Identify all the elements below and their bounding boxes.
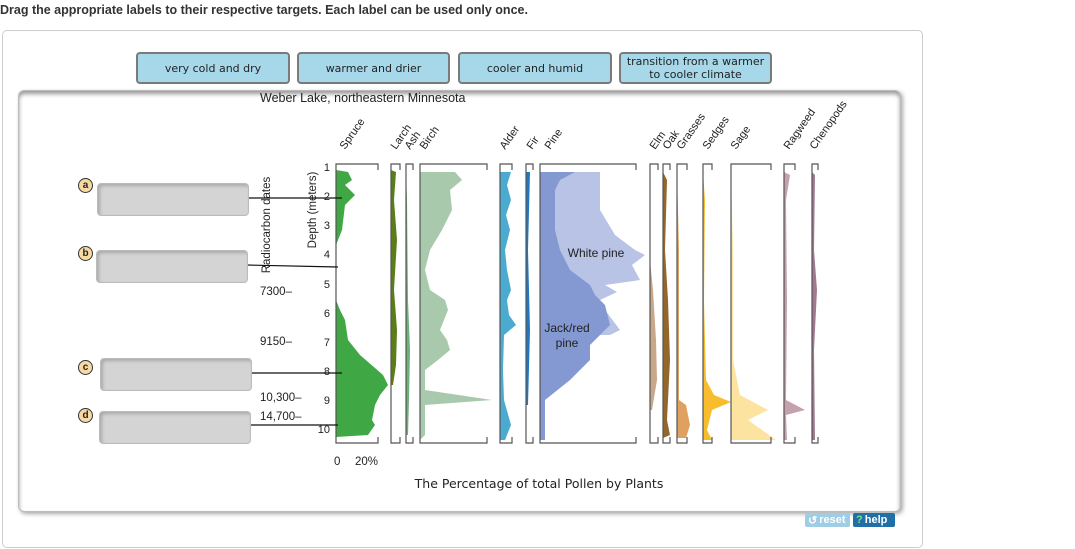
spruce-curve — [336, 170, 388, 437]
depth-tick-3: 3 — [324, 220, 330, 232]
question-panel — [2, 30, 923, 548]
date-10300: 10,300– — [260, 392, 302, 404]
taxon-alder: Alder — [498, 124, 523, 152]
help-label: help — [864, 514, 888, 526]
depth-axis-label: Depth (meters) — [307, 171, 319, 248]
label-cooler-humid[interactable]: cooler and humid — [458, 52, 612, 84]
elm-curve — [650, 260, 657, 410]
fir-curve — [526, 172, 530, 405]
drop-target-a[interactable] — [97, 183, 249, 216]
date-9150: 9150– — [260, 336, 293, 348]
help-button[interactable]: ? help — [853, 513, 895, 527]
depth-tick-4: 4 — [324, 249, 330, 261]
label-warmer-drier[interactable]: warmer and drier — [297, 52, 450, 84]
depth-tick-7: 7 — [324, 337, 330, 349]
reset-label: reset — [819, 514, 846, 526]
reset-icon: ↺ — [808, 514, 818, 527]
leader-lines — [245, 197, 342, 426]
taxon-birch: Birch — [418, 124, 442, 151]
larch-curve — [391, 170, 397, 385]
scale-zero: 0 — [334, 456, 340, 468]
figure-title: Weber Lake, northeastern Minnesota — [260, 91, 465, 105]
taxon-fir: Fir — [525, 134, 542, 152]
target-marker-d: d — [78, 408, 93, 423]
figure-caption: The Percentage of total Pollen by Plants — [414, 476, 664, 491]
oak-curve — [663, 172, 670, 438]
taxon-spruce: Spruce — [338, 116, 368, 151]
drop-target-d[interactable] — [99, 411, 251, 444]
sedges-curve — [703, 172, 731, 440]
radiocarbon-axis-label: Radiocarbon dates — [261, 176, 273, 273]
depth-tick-9: 9 — [324, 395, 330, 407]
label-transition[interactable]: transition from a warmer to cooler clima… — [619, 52, 772, 84]
target-marker-a: a — [78, 178, 93, 193]
jack-red-label-2: pine — [556, 336, 579, 350]
scale-20: 20% — [355, 456, 378, 468]
alder-curve — [500, 172, 516, 440]
ragweed-curve — [784, 172, 805, 440]
help-icon: ? — [856, 514, 863, 526]
target-marker-b: b — [78, 246, 93, 261]
drop-target-b[interactable] — [96, 250, 248, 283]
drop-target-c[interactable] — [100, 358, 252, 391]
depth-tick-6: 6 — [324, 308, 330, 320]
column-frames — [335, 163, 819, 444]
jack-red-label: Jack/red — [544, 321, 589, 335]
chenopods-curve — [812, 172, 817, 440]
taxon-chenopods: Chenopods — [808, 98, 850, 151]
ash-curve — [406, 170, 410, 435]
depth-tick-10: 10 — [318, 424, 330, 436]
depth-tick-1: 1 — [324, 162, 330, 174]
grasses-curve — [677, 172, 690, 438]
depth-tick-5: 5 — [324, 279, 330, 291]
depth-tick-2: 2 — [324, 191, 330, 203]
instructions: Drag the appropriate labels to their res… — [0, 3, 528, 17]
birch-curve — [420, 172, 492, 440]
taxon-sage: Sage — [729, 124, 754, 152]
reset-button[interactable]: ↺ reset — [805, 513, 850, 527]
target-marker-c: c — [78, 360, 93, 375]
sage-curve — [731, 172, 776, 440]
depth-tick-8: 8 — [324, 366, 330, 378]
jack-red-pine-curve — [540, 172, 610, 440]
label-very-cold-dry[interactable]: very cold and dry — [136, 52, 290, 84]
taxon-pine: Pine — [543, 127, 565, 152]
date-7300: 7300– — [260, 286, 293, 298]
white-pine-label: White pine — [568, 246, 625, 260]
date-14700: 14,700– — [260, 411, 302, 423]
